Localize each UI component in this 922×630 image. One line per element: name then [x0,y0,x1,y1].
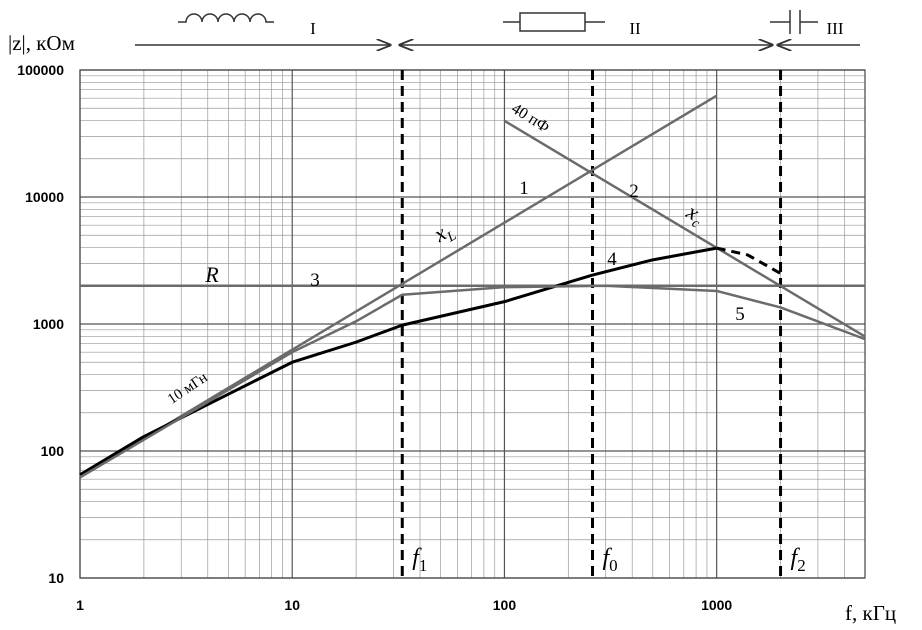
region-label: II [629,19,641,38]
y-axis-label: |z|, кОм [8,31,75,55]
y-tick-label: 100000 [17,62,64,78]
series-line [79,246,717,477]
marker-label: f0 [603,545,618,575]
x-tick-label: 1000 [701,597,732,613]
annotation: 40 пФ [508,100,552,136]
x-axis-label: f, кГц [845,601,896,625]
marker-symbol: f [791,545,801,571]
marker-subscript: 2 [797,556,806,575]
marker-subscript: 0 [609,556,618,575]
series-label: 2 [629,181,639,202]
plot-frame [79,69,866,579]
series-line [716,246,782,275]
annotation: R [204,262,219,287]
series-line [79,284,866,479]
annotation-text: R [204,262,219,287]
marker-symbol: f [412,545,422,571]
marker-symbol: f [603,545,613,571]
annotation: xL [429,216,460,250]
y-tick-label: 10 [48,570,64,586]
marker-subscript: 1 [419,556,428,575]
schematic [135,10,860,45]
annotation-text: 40 пФ [508,100,552,136]
marker-label: f2 [791,545,806,575]
series-label: 4 [607,249,617,270]
series-label: 3 [310,270,320,291]
x-tick-label: 10 [284,597,300,613]
y-tick-label: 100 [41,443,65,459]
series-label: 1 [519,178,529,199]
series-label: 5 [735,304,745,325]
region-label: I [310,19,316,38]
marker-label: f1 [412,545,427,575]
x-tick-label: 100 [493,597,517,613]
x-tick-label: 1 [76,597,84,613]
region-label: III [827,19,844,38]
series-line [503,119,866,338]
y-tick-label: 1000 [33,316,64,332]
y-tick-label: 10000 [25,189,64,205]
